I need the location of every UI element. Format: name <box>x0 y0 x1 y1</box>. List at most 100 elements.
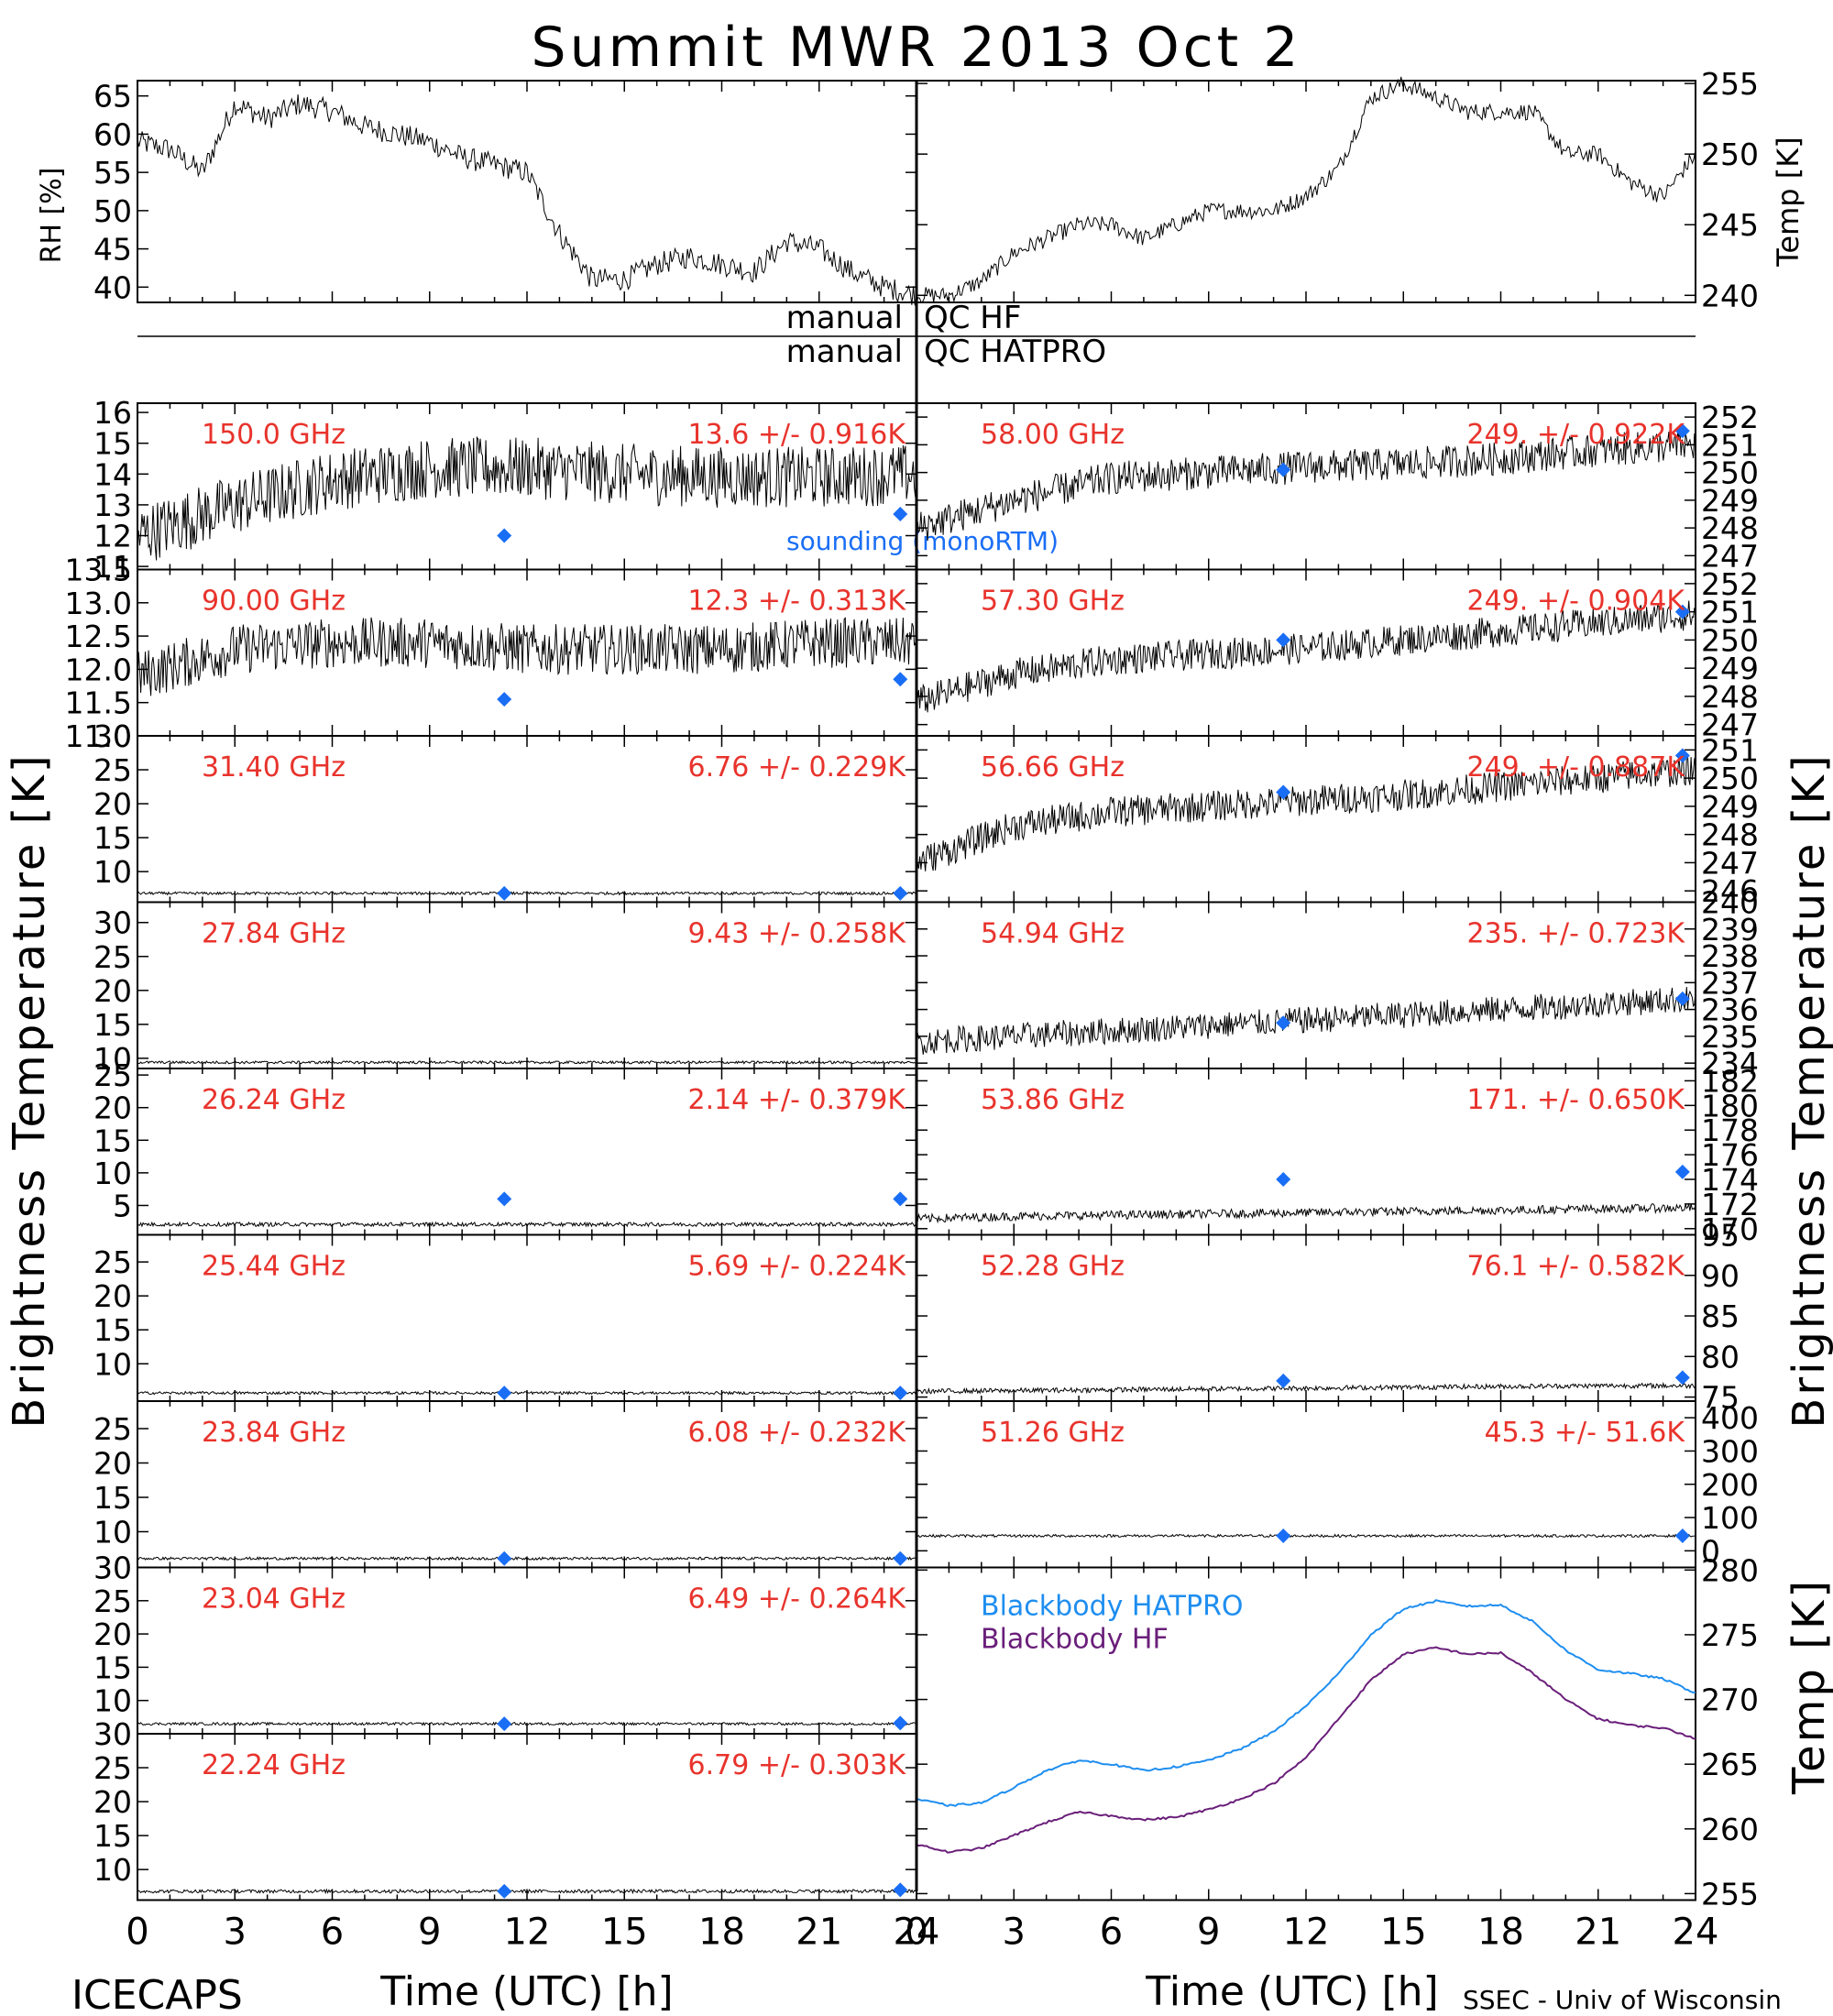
y-tick-label: 249 <box>1701 483 1759 519</box>
y-tick-label: 300 <box>1701 1433 1759 1469</box>
y-tick-label: 10 <box>93 1683 132 1719</box>
qc-hatpro-label: QC HATPRO <box>924 334 1106 370</box>
ssec-footer: SSEC - Univ of Wisconsin <box>1463 1985 1782 2015</box>
qc-manual-label-2: manual <box>786 334 903 370</box>
tb-series <box>916 430 1696 542</box>
freq-label: 22.24 GHz <box>202 1749 346 1781</box>
y-tick-label: 236 <box>1701 992 1759 1028</box>
sounding-marker <box>1674 604 1690 619</box>
y-tick-label: 20 <box>93 1616 132 1652</box>
y-tick-label: 240 <box>1701 278 1759 313</box>
sounding-marker <box>497 885 512 901</box>
y-tick-label: 5 <box>113 1188 132 1223</box>
y-tick-label: 12.0 <box>65 652 132 687</box>
y-tick-label: 237 <box>1701 965 1759 1001</box>
sounding-marker <box>893 885 908 901</box>
x-tick-label: 18 <box>698 1912 745 1954</box>
temp-panel: 240 245 250 255 <box>916 66 1759 313</box>
tb-series <box>916 1202 1696 1224</box>
y-tick-label: 15 <box>93 1818 132 1854</box>
bb-hf-line <box>916 1646 1696 1854</box>
temp-axis-title: Temp [K] <box>1771 137 1806 267</box>
y-tick-label: 60 <box>93 116 132 152</box>
freq-label: 58.00 GHz <box>981 419 1125 451</box>
x-tick-label: 15 <box>1380 1912 1427 1954</box>
y-tick-label: 80 <box>1701 1339 1740 1375</box>
y-tick-label: 170 <box>1701 1211 1759 1247</box>
tb-axis-title-right: Brightness Temperature [K] <box>1784 752 1833 1428</box>
sounding-marker <box>497 1716 512 1732</box>
sounding-marker <box>1674 1528 1690 1544</box>
sounding-marker <box>1674 748 1690 763</box>
freq-label: 25.44 GHz <box>202 1251 346 1283</box>
stat-label: 5.69 +/- 0.224K <box>688 1251 907 1283</box>
y-tick-label: 249 <box>1701 789 1759 825</box>
tb-series <box>137 1888 917 1895</box>
y-tick-label: 247 <box>1701 707 1759 743</box>
sounding-marker <box>497 1550 512 1566</box>
y-tick-label: 13.5 <box>65 553 132 588</box>
y-tick-label: 65 <box>93 79 132 115</box>
rh-axis-title: RH [%] <box>36 168 68 264</box>
y-tick-label: 20 <box>93 1446 132 1482</box>
sounding-marker <box>1276 1172 1291 1187</box>
y-tick-label: 275 <box>1701 1617 1759 1653</box>
y-tick-label: 30 <box>93 1716 132 1752</box>
bb-temp-axis-title: Temp [K] <box>1784 1578 1833 1795</box>
stat-label: 249. +/- 0.887K <box>1467 751 1686 783</box>
y-tick-label: 248 <box>1701 817 1759 853</box>
sounding-marker <box>497 1191 512 1207</box>
sounding-marker <box>893 507 908 521</box>
stat-label: 6.08 +/- 0.232K <box>688 1417 907 1449</box>
tb-series <box>137 1059 917 1065</box>
tb-series <box>137 617 917 696</box>
tb-series <box>137 1221 917 1228</box>
x-tick-label: 6 <box>1100 1912 1123 1954</box>
page-title: Summit MWR 2013 Oct 2 <box>532 16 1302 80</box>
y-tick-label: 16 <box>93 395 132 431</box>
legend-hatpro: Blackbody HATPRO <box>981 1591 1244 1623</box>
x-tick-label: 24 <box>1673 1912 1719 1954</box>
sounding-marker <box>1276 1373 1291 1388</box>
x-tick-label: 0 <box>905 1912 927 1954</box>
channel-panel: 75 80 85 90 95 52.28 GHz 76.1 +/- 0.582K <box>916 1218 1740 1416</box>
y-tick-label: 30 <box>93 718 132 754</box>
x-tick-label: 3 <box>1003 1912 1026 1954</box>
sounding-marker <box>893 1191 908 1207</box>
stat-label: 6.79 +/- 0.303K <box>688 1749 907 1781</box>
y-tick-label: 251 <box>1701 595 1759 630</box>
y-tick-label: 0 <box>1701 1533 1720 1569</box>
y-tick-label: 250 <box>1701 622 1759 658</box>
sounding-marker <box>1674 1370 1690 1386</box>
y-tick-label: 255 <box>1701 1876 1759 1912</box>
y-tick-label: 245 <box>1701 207 1759 243</box>
y-tick-label: 248 <box>1701 510 1759 546</box>
y-tick-label: 260 <box>1701 1812 1759 1847</box>
icecaps-footer: ICECAPS <box>71 1972 243 2016</box>
tb-series <box>916 1533 1696 1539</box>
y-tick-label: 85 <box>1701 1298 1740 1334</box>
y-tick-label: 14 <box>93 456 132 492</box>
y-tick-label: 10 <box>93 1346 132 1382</box>
tb-series <box>137 1556 917 1561</box>
y-tick-label: 180 <box>1701 1088 1759 1123</box>
y-tick-label: 25 <box>93 1057 132 1093</box>
tb-series <box>137 1390 917 1396</box>
stat-label: 6.76 +/- 0.229K <box>688 751 907 783</box>
y-tick-label: 20 <box>93 1090 132 1126</box>
y-tick-label: 25 <box>93 1244 132 1280</box>
x-tick-label: 3 <box>224 1912 247 1954</box>
